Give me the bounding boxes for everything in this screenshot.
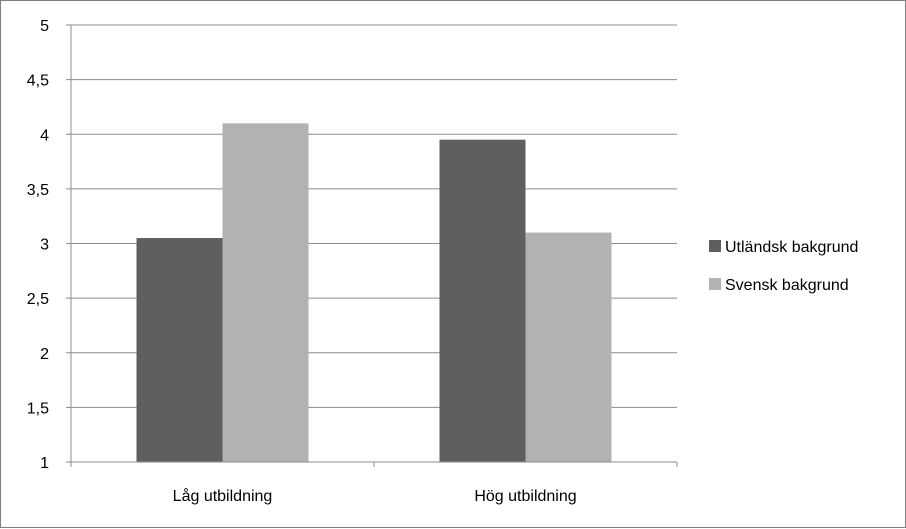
x-tick-label: Låg utbildning (173, 487, 273, 505)
bar-utlandsk-1 (439, 139, 526, 462)
y-tick-label: 3,5 (27, 182, 49, 199)
bar-svensk-0 (222, 123, 309, 462)
bars (136, 123, 612, 462)
legend-swatch (709, 240, 721, 252)
legend-label: Svensk bakgrund (725, 277, 849, 294)
bar-svensk-1 (525, 232, 612, 462)
axes (66, 24, 678, 467)
legend: Utländsk bakgrund Svensk bakgrund (709, 239, 858, 294)
x-tick-label: Hög utbildning (474, 488, 576, 505)
y-tick-label: 4 (40, 127, 49, 144)
y-tick-label: 3 (40, 237, 49, 254)
y-tick-label: 5 (40, 18, 49, 35)
y-tick-label: 2,5 (27, 291, 49, 308)
legend-label: Utländsk bakgrund (725, 239, 858, 256)
y-tick-label: 1 (40, 455, 49, 472)
y-tick-label: 4,5 (27, 73, 49, 90)
bar-utlandsk-0 (136, 238, 223, 462)
legend-swatch (709, 278, 721, 290)
axis-labels: 1 1,5 2 2,5 3 3,5 4 4,5 5 Låg utbildning Hög utbil… (27, 18, 577, 505)
y-tick-label: 1,5 (27, 400, 49, 417)
y-tick-label: 2 (40, 346, 49, 363)
